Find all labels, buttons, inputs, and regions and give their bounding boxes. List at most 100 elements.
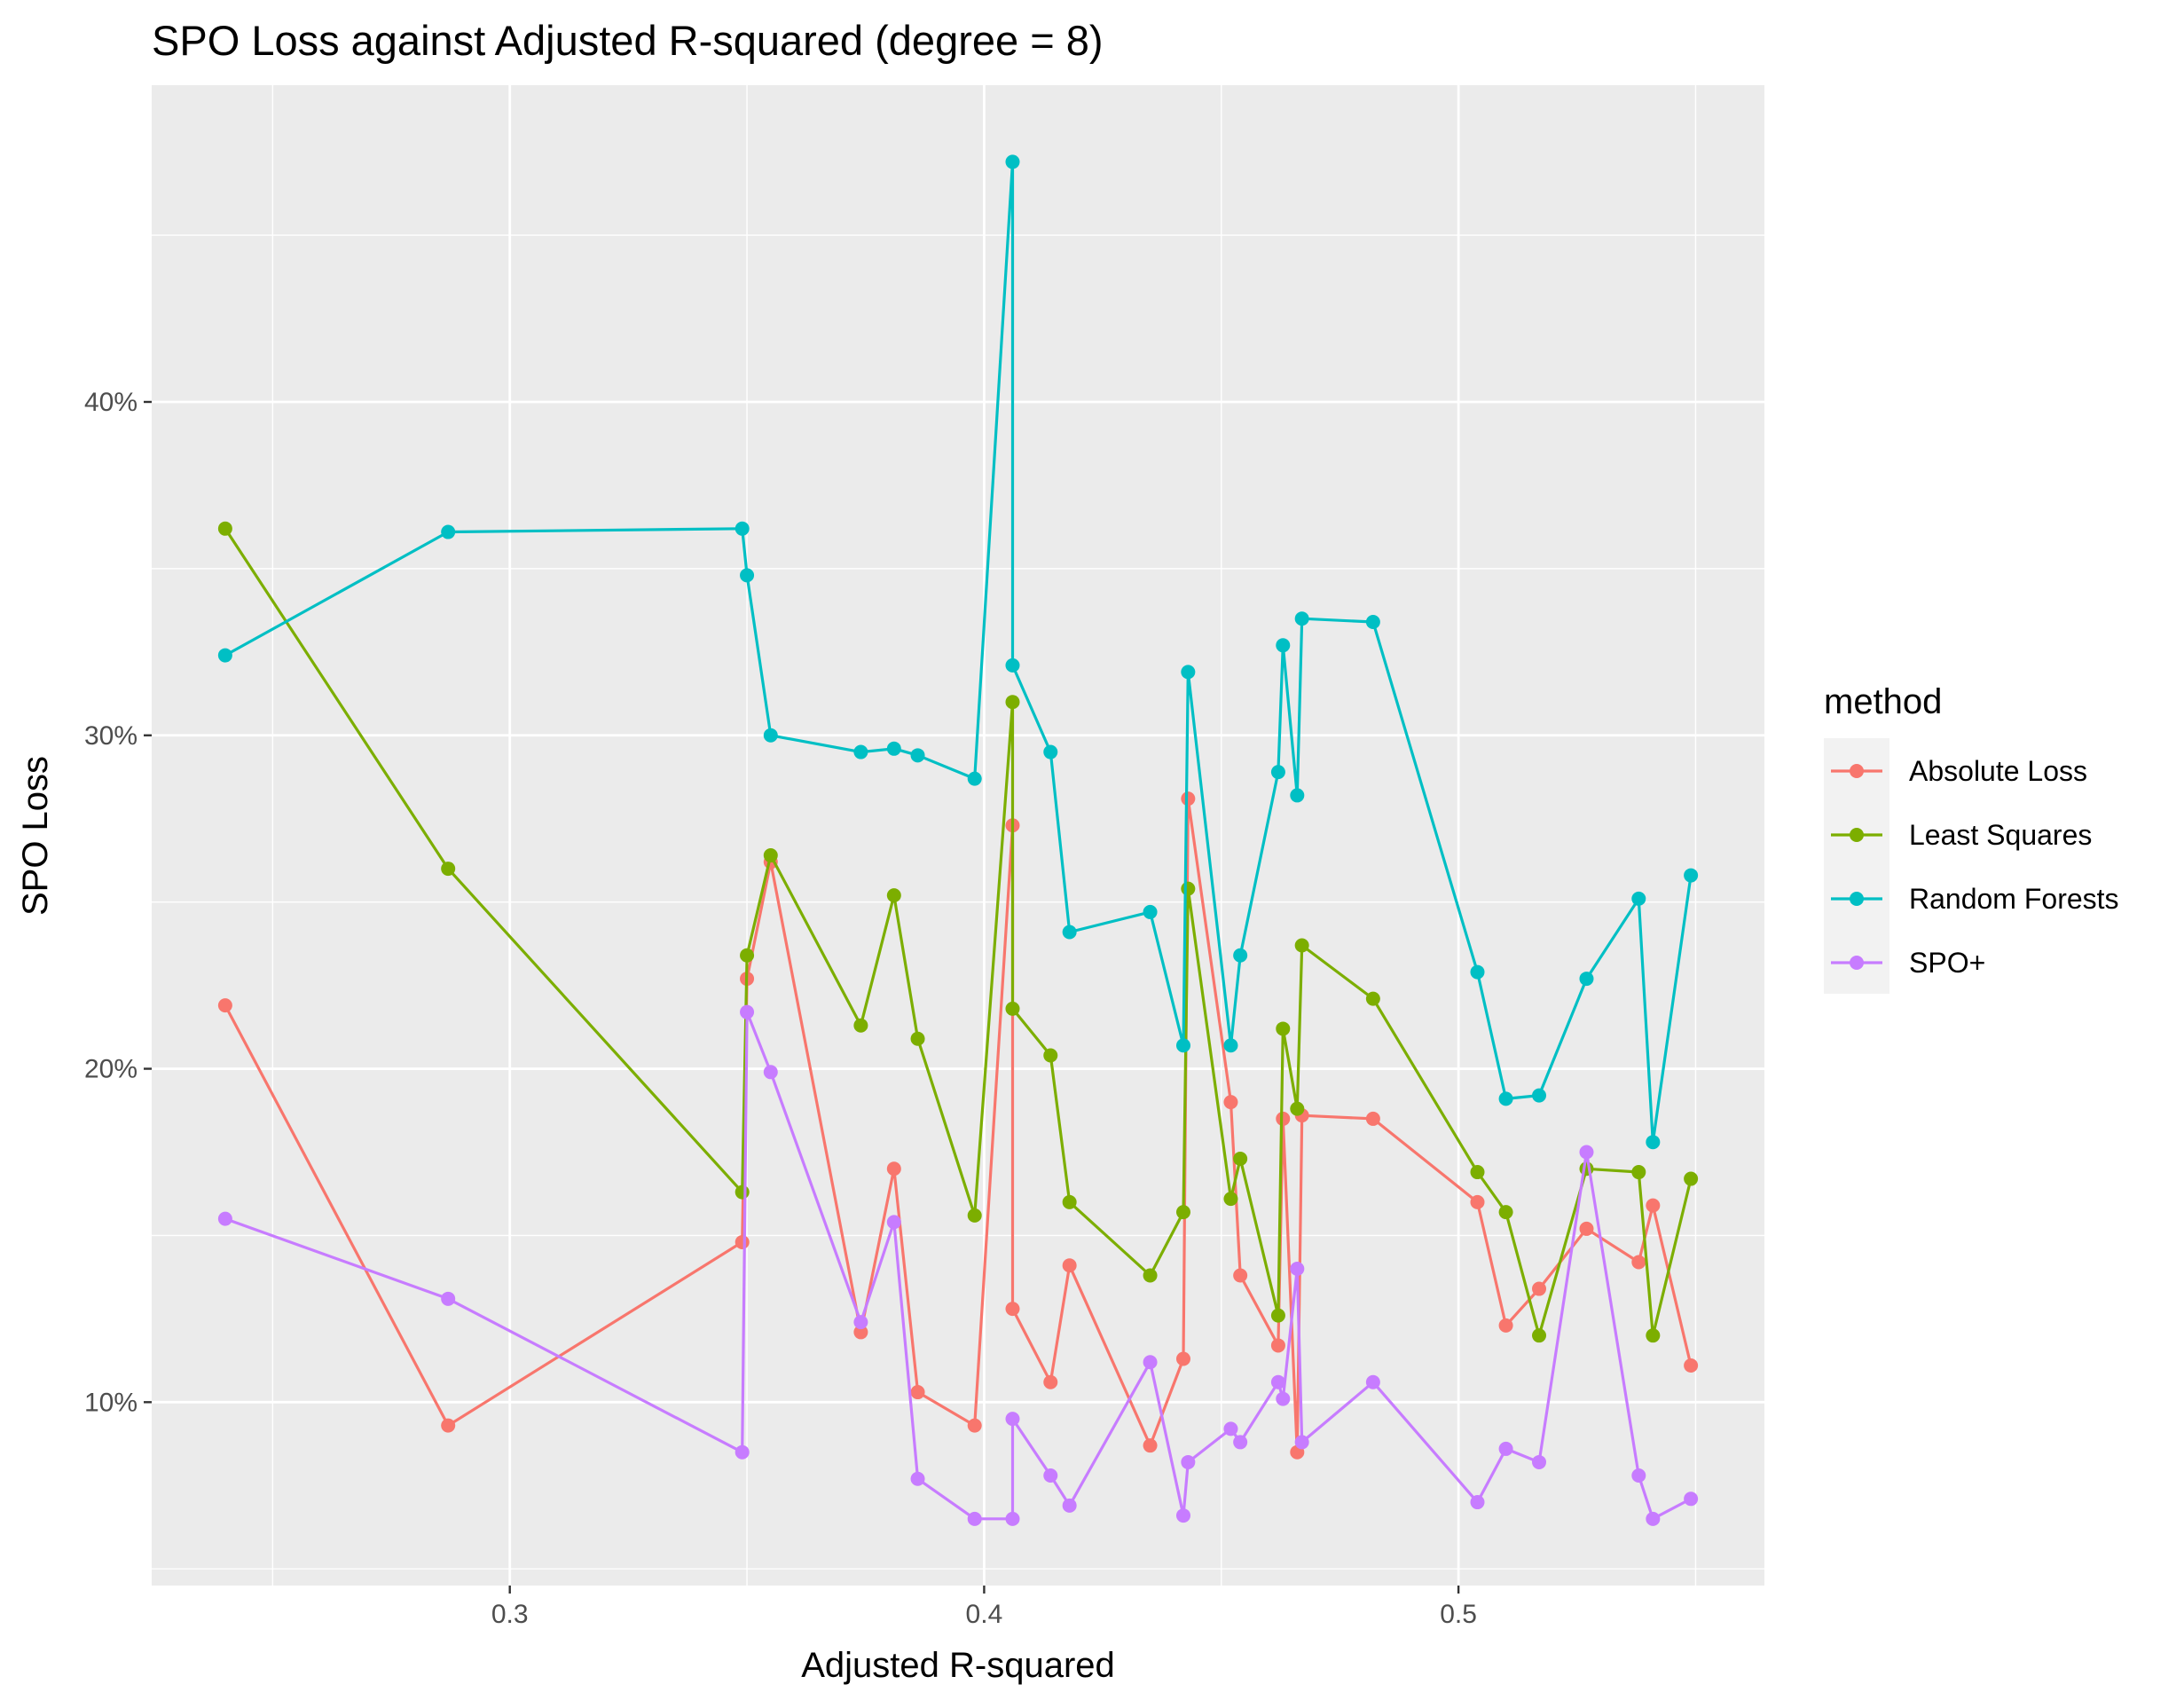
data-point-least-squares xyxy=(1062,1194,1077,1209)
y-axis-title: SPO Loss xyxy=(16,756,55,916)
plot-panel xyxy=(152,85,1764,1586)
data-point-spo-plus xyxy=(1470,1495,1485,1510)
data-point-least-squares xyxy=(1175,1205,1190,1220)
data-point-spo-plus xyxy=(1181,1454,1196,1469)
data-point-least-squares xyxy=(1043,1048,1058,1063)
data-point-random-forests xyxy=(441,524,456,539)
data-point-least-squares xyxy=(886,888,901,903)
data-point-absolute-loss xyxy=(1270,1338,1285,1353)
series-least-squares xyxy=(217,521,1699,1343)
data-point-least-squares xyxy=(1646,1328,1661,1343)
series-layer xyxy=(217,154,1699,1526)
data-point-random-forests xyxy=(1498,1091,1513,1106)
data-point-random-forests xyxy=(1062,925,1077,940)
data-point-absolute-loss xyxy=(217,998,232,1013)
data-point-least-squares xyxy=(1294,938,1309,953)
data-point-spo-plus xyxy=(1276,1391,1291,1406)
data-point-least-squares xyxy=(967,1208,982,1223)
data-point-spo-plus xyxy=(1005,1511,1020,1526)
data-point-absolute-loss xyxy=(910,1385,925,1400)
x-axis-title: Adjusted R-squared xyxy=(801,1646,1115,1685)
legend-key-point xyxy=(1850,956,1864,970)
data-point-random-forests xyxy=(1005,154,1020,169)
legend-item-spo-plus: SPO+ xyxy=(1831,947,1985,979)
data-point-spo-plus xyxy=(1270,1374,1285,1389)
data-point-spo-plus xyxy=(1175,1508,1190,1523)
data-point-spo-plus xyxy=(740,1004,755,1019)
x-tick-label: 0.4 xyxy=(966,1600,1003,1629)
data-point-absolute-loss xyxy=(1646,1198,1661,1213)
chart-title: SPO Loss against Adjusted R-squared (deg… xyxy=(152,17,1104,64)
data-point-least-squares xyxy=(910,1031,925,1046)
data-point-absolute-loss xyxy=(886,1161,901,1177)
data-point-least-squares xyxy=(1143,1268,1158,1283)
data-point-least-squares xyxy=(1498,1205,1513,1220)
data-point-least-squares xyxy=(1290,1101,1305,1116)
data-point-least-squares xyxy=(763,848,778,863)
y-tick-label: 20% xyxy=(84,1055,137,1084)
major-gridlines xyxy=(152,85,1764,1586)
data-point-spo-plus xyxy=(1579,1145,1594,1160)
data-point-absolute-loss xyxy=(1175,1351,1190,1366)
data-point-least-squares xyxy=(1276,1021,1291,1036)
data-point-random-forests xyxy=(1143,904,1158,919)
minor-gridlines xyxy=(152,85,1764,1586)
data-point-random-forests xyxy=(1223,1038,1238,1053)
data-point-least-squares xyxy=(1005,1001,1020,1016)
data-point-absolute-loss xyxy=(1143,1438,1158,1453)
legend-key-point xyxy=(1850,828,1864,842)
legend-label: Least Squares xyxy=(1909,819,2092,851)
data-point-least-squares xyxy=(1631,1165,1646,1180)
data-point-spo-plus xyxy=(1062,1498,1077,1513)
data-point-spo-plus xyxy=(1684,1491,1699,1507)
data-point-random-forests xyxy=(217,648,232,663)
data-point-absolute-loss xyxy=(1631,1255,1646,1270)
data-point-random-forests xyxy=(740,568,755,583)
legend-label: Random Forests xyxy=(1909,883,2119,915)
legend: method Absolute Loss Least Squares Random … xyxy=(1824,682,2119,994)
series-spo-plus xyxy=(217,1004,1699,1526)
data-point-absolute-loss xyxy=(853,1325,868,1340)
data-point-spo-plus xyxy=(1223,1421,1238,1436)
data-point-absolute-loss xyxy=(735,1234,750,1249)
data-point-least-squares xyxy=(1233,1152,1248,1167)
data-point-spo-plus xyxy=(1631,1468,1646,1483)
data-point-random-forests xyxy=(853,744,868,759)
data-point-random-forests xyxy=(1579,972,1594,987)
data-point-spo-plus xyxy=(886,1215,901,1230)
data-point-least-squares xyxy=(1684,1171,1699,1186)
data-point-random-forests xyxy=(735,521,750,536)
y-axis: 10% 20% 30% 40% xyxy=(84,388,152,1417)
legend-items: Absolute Loss Least Squares Random Forests… xyxy=(1831,755,2119,979)
data-point-least-squares xyxy=(1532,1328,1547,1343)
data-point-random-forests xyxy=(1294,611,1309,626)
data-point-spo-plus xyxy=(853,1315,868,1330)
data-point-random-forests xyxy=(1043,744,1058,759)
data-point-least-squares xyxy=(1579,1161,1594,1177)
data-point-random-forests xyxy=(1684,868,1699,883)
data-point-least-squares xyxy=(1270,1308,1285,1323)
data-point-random-forests xyxy=(910,748,925,763)
data-point-random-forests xyxy=(1646,1135,1661,1150)
data-point-least-squares xyxy=(1223,1192,1238,1207)
data-point-random-forests xyxy=(763,728,778,743)
legend-item-least-squares: Least Squares xyxy=(1831,819,2092,851)
data-point-spo-plus xyxy=(1143,1355,1158,1370)
y-tick-label: 30% xyxy=(84,721,137,751)
data-point-least-squares xyxy=(740,948,755,963)
data-point-random-forests xyxy=(1175,1038,1190,1053)
data-point-least-squares xyxy=(853,1018,868,1033)
x-tick-label: 0.3 xyxy=(491,1600,529,1629)
legend-item-absolute-loss: Absolute Loss xyxy=(1831,755,2087,787)
data-point-absolute-loss xyxy=(1498,1318,1513,1333)
data-point-least-squares xyxy=(441,862,456,877)
data-point-random-forests xyxy=(1005,657,1020,673)
data-point-least-squares xyxy=(735,1184,750,1200)
data-point-random-forests xyxy=(1276,638,1291,653)
data-point-absolute-loss xyxy=(1062,1258,1077,1273)
legend-label: Absolute Loss xyxy=(1909,755,2087,787)
legend-keys-background xyxy=(1824,738,1889,994)
data-point-random-forests xyxy=(1365,615,1380,630)
data-point-absolute-loss xyxy=(1005,1302,1020,1317)
data-point-least-squares xyxy=(1470,1165,1485,1180)
